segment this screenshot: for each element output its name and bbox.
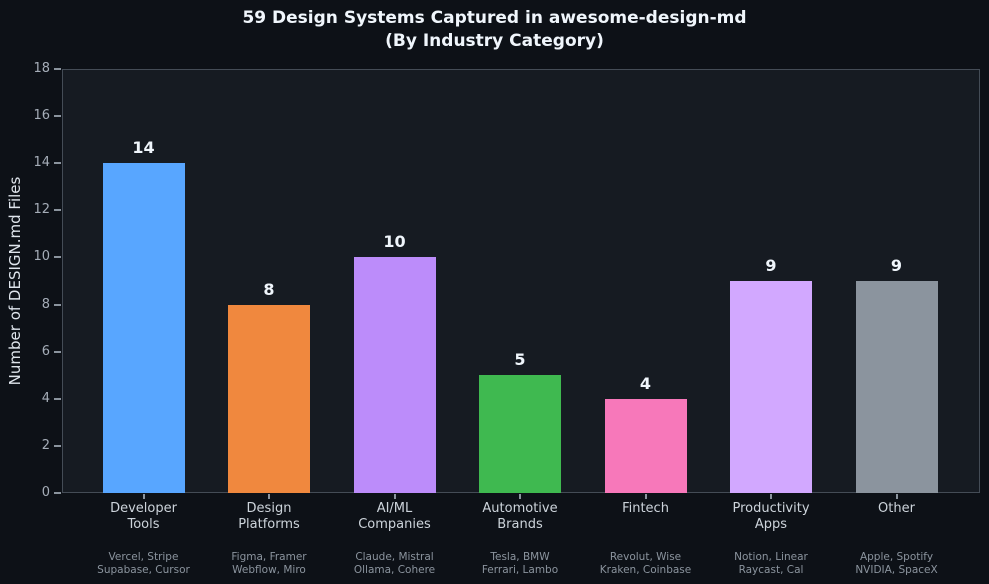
x-tick-mark xyxy=(770,494,772,499)
y-tick-label: 8 xyxy=(41,296,50,312)
y-tick-mark xyxy=(54,492,61,494)
x-category-label: Fintech xyxy=(581,501,711,517)
chart-title-line2: (By Industry Category) xyxy=(385,31,604,51)
bar-value-label: 5 xyxy=(514,350,526,370)
x-sublabel-line: Webflow, Miro xyxy=(232,564,306,576)
bar xyxy=(604,398,687,493)
x-category-line: Productivity xyxy=(732,501,810,516)
x-sublabel-line: Tesla, BMW xyxy=(490,551,550,563)
bar-value-label: 10 xyxy=(383,232,406,252)
chart-title: 59 Design Systems Captured in awesome-de… xyxy=(0,7,989,53)
x-sublabel-line: Revolut, Wise xyxy=(609,551,682,563)
bar xyxy=(730,281,812,493)
x-sublabel-line: Kraken, Coinbase xyxy=(599,564,692,576)
y-tick-label: 16 xyxy=(33,108,50,124)
y-tick-mark xyxy=(54,444,61,447)
bar xyxy=(102,163,185,493)
x-category-line: Platforms xyxy=(238,516,300,532)
x-sublabel-line: Vercel, Stripe xyxy=(108,551,179,563)
x-tick-mark xyxy=(393,494,396,499)
x-sublabel: Figma, Framer Webflow, Miro xyxy=(194,551,344,577)
x-sublabel-line: Figma, Framer xyxy=(231,551,307,563)
bar-value-label: 14 xyxy=(132,138,155,158)
bar-value-label: 9 xyxy=(890,256,903,275)
x-tick-mark xyxy=(142,494,145,499)
x-category-label: Other xyxy=(832,501,962,517)
x-category-line: Brands xyxy=(497,516,543,532)
bar xyxy=(228,304,310,493)
x-category-line: AI/ML xyxy=(376,501,413,516)
x-category-line: Companies xyxy=(358,516,431,532)
x-sublabel: Notion, Linear Raycast, Cal xyxy=(696,551,846,577)
x-category-line: Tools xyxy=(127,516,160,532)
y-tick-mark xyxy=(54,303,61,306)
x-sublabel: Revolut, Wise Kraken, Coinbase xyxy=(571,551,721,577)
y-tick-mark xyxy=(54,256,61,259)
x-sublabel: Apple, Spotify NVIDIA, SpaceX xyxy=(822,551,972,577)
y-tick-label: 0 xyxy=(41,485,50,500)
x-tick-mark xyxy=(519,494,521,499)
x-category-label: Design Platforms xyxy=(204,501,334,532)
x-category-line: Automotive xyxy=(482,501,558,516)
y-tick-label: 2 xyxy=(41,437,50,453)
y-tick-mark xyxy=(54,350,61,353)
bar-value-label: 4 xyxy=(639,373,652,393)
x-category-line: Fintech xyxy=(622,501,669,516)
y-tick-label: 10 xyxy=(33,249,50,265)
bar xyxy=(479,375,561,493)
x-sublabel: Claude, Mistral Ollama, Cohere xyxy=(320,551,470,577)
y-tick-label: 4 xyxy=(41,390,50,406)
x-category-line: Developer xyxy=(110,501,177,516)
bar-value-label: 8 xyxy=(263,279,275,299)
x-tick-mark xyxy=(895,494,898,499)
x-sublabel-line: Supabase, Cursor xyxy=(97,564,190,576)
y-tick-label: 6 xyxy=(41,343,50,359)
x-sublabel: Tesla, BMW Ferrari, Lambo xyxy=(445,551,595,577)
x-category-label: AI/ML Companies xyxy=(330,501,460,532)
y-tick-label: 14 xyxy=(33,155,50,171)
y-tick-mark xyxy=(54,115,61,118)
x-sublabel-line: Apple, Spotify xyxy=(859,551,934,563)
x-category-label: Automotive Brands xyxy=(455,501,585,532)
y-tick-mark xyxy=(54,68,61,70)
x-category-line: Other xyxy=(878,501,915,516)
x-tick-mark xyxy=(268,494,270,499)
y-tick-mark xyxy=(54,162,61,165)
y-tick-mark xyxy=(54,209,61,212)
y-tick-label: 18 xyxy=(33,61,50,76)
x-category-line: Design xyxy=(246,501,292,516)
x-category-label: Developer Tools xyxy=(79,501,209,532)
x-tick-mark xyxy=(644,494,647,499)
bar-value-label: 9 xyxy=(765,256,777,275)
x-sublabel: Vercel, Stripe Supabase, Cursor xyxy=(69,551,219,577)
x-sublabel-line: Claude, Mistral xyxy=(355,551,434,563)
x-category-line: Apps xyxy=(754,516,788,532)
x-category-label: Productivity Apps xyxy=(706,501,836,532)
x-sublabel-line: NVIDIA, SpaceX xyxy=(855,564,938,576)
x-sublabel-line: Ollama, Cohere xyxy=(353,564,436,576)
x-sublabel-line: Notion, Linear xyxy=(734,551,808,563)
x-sublabel-line: Raycast, Cal xyxy=(738,564,804,576)
x-sublabel-line: Ferrari, Lambo xyxy=(481,564,559,576)
chart-title-line1: 59 Design Systems Captured in awesome-de… xyxy=(242,8,747,28)
bar xyxy=(855,281,938,493)
bar xyxy=(353,257,436,493)
y-tick-label: 12 xyxy=(33,202,50,218)
y-tick-mark xyxy=(54,397,61,400)
